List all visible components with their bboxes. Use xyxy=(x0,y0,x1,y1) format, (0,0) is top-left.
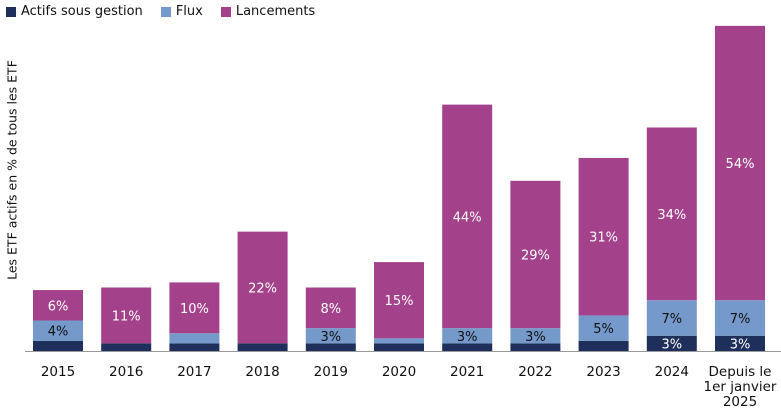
bar-segment xyxy=(237,231,288,344)
bar-segment xyxy=(305,328,356,344)
legend-label: Lancements xyxy=(235,4,316,19)
data-label: 3% xyxy=(320,330,341,345)
data-label: 31% xyxy=(589,231,618,246)
legend-swatch xyxy=(220,6,231,17)
bar-segment xyxy=(169,333,220,344)
x-tick-label: 2022 xyxy=(518,364,552,380)
data-label: 8% xyxy=(320,302,341,317)
bar-segment xyxy=(715,335,765,351)
data-label: 4% xyxy=(48,325,69,340)
legend: Actifs sous gestion Flux Lancements xyxy=(6,4,315,19)
bar-segment xyxy=(33,340,83,351)
x-tick-label: Depuis le xyxy=(709,364,772,380)
legend-swatch xyxy=(160,6,171,17)
legend-item: Lancements xyxy=(220,4,316,19)
bar-segment xyxy=(510,180,561,329)
bar-segment xyxy=(510,328,561,344)
bar-segment xyxy=(578,315,629,341)
bar-segment xyxy=(169,343,220,351)
bar-segment xyxy=(578,340,629,351)
legend-swatch xyxy=(6,6,16,17)
x-tick-label: 2016 xyxy=(109,364,143,380)
x-tick-label: 2015 xyxy=(41,364,75,380)
x-tick-label: 2021 xyxy=(450,364,484,380)
data-label: 54% xyxy=(726,157,755,172)
bar-segment xyxy=(442,343,493,351)
data-label: 15% xyxy=(385,294,414,309)
bar-segment xyxy=(101,343,152,351)
data-label: 3% xyxy=(661,337,682,352)
data-label: 44% xyxy=(453,210,482,225)
bar-segment xyxy=(442,104,493,329)
bar-segment xyxy=(646,335,697,351)
x-tick-label: 2024 xyxy=(655,364,689,380)
bar-segment xyxy=(646,300,697,336)
x-tick-label: 2025 xyxy=(723,394,757,410)
bar-segment xyxy=(237,343,288,351)
legend-label: Actifs sous gestion xyxy=(21,4,143,19)
bar-segment xyxy=(715,25,765,301)
legend-item: Flux xyxy=(160,4,203,19)
legend-item: Actifs sous gestion xyxy=(6,4,143,19)
x-tick-label: 2018 xyxy=(245,364,279,380)
data-label: 11% xyxy=(112,309,141,324)
data-label: 7% xyxy=(730,312,751,327)
bar-segment xyxy=(374,338,424,344)
bar-segment xyxy=(305,287,356,329)
x-tick-label: 2023 xyxy=(586,364,620,380)
x-tick-label: 1er janvier xyxy=(704,379,777,395)
data-label: 3% xyxy=(730,337,751,352)
data-label: 34% xyxy=(657,208,686,223)
bar-segment xyxy=(101,287,152,344)
bar-segment xyxy=(578,157,629,316)
bar-segment xyxy=(169,282,220,334)
bar-segment xyxy=(374,262,424,339)
bar-segment xyxy=(442,328,493,344)
data-label: 7% xyxy=(661,312,682,327)
data-label: 10% xyxy=(180,302,209,317)
legend-label: Flux xyxy=(175,4,203,19)
data-label: 5% xyxy=(593,322,614,337)
bar-segment xyxy=(715,300,765,336)
data-label: 6% xyxy=(48,299,69,314)
bar-segment xyxy=(33,320,83,341)
bar-segment xyxy=(374,343,424,351)
data-label: 22% xyxy=(248,282,277,297)
bar-segment xyxy=(510,343,561,351)
data-label: 3% xyxy=(457,330,478,345)
x-tick-label: 2017 xyxy=(177,364,211,380)
x-tick-label: 2019 xyxy=(314,364,348,380)
data-label: 3% xyxy=(525,330,546,345)
bar-segment xyxy=(646,127,697,301)
x-tick-label: 2020 xyxy=(382,364,416,380)
bar-segment xyxy=(33,290,83,321)
data-label: 29% xyxy=(521,248,550,263)
bar-segment xyxy=(305,343,356,351)
